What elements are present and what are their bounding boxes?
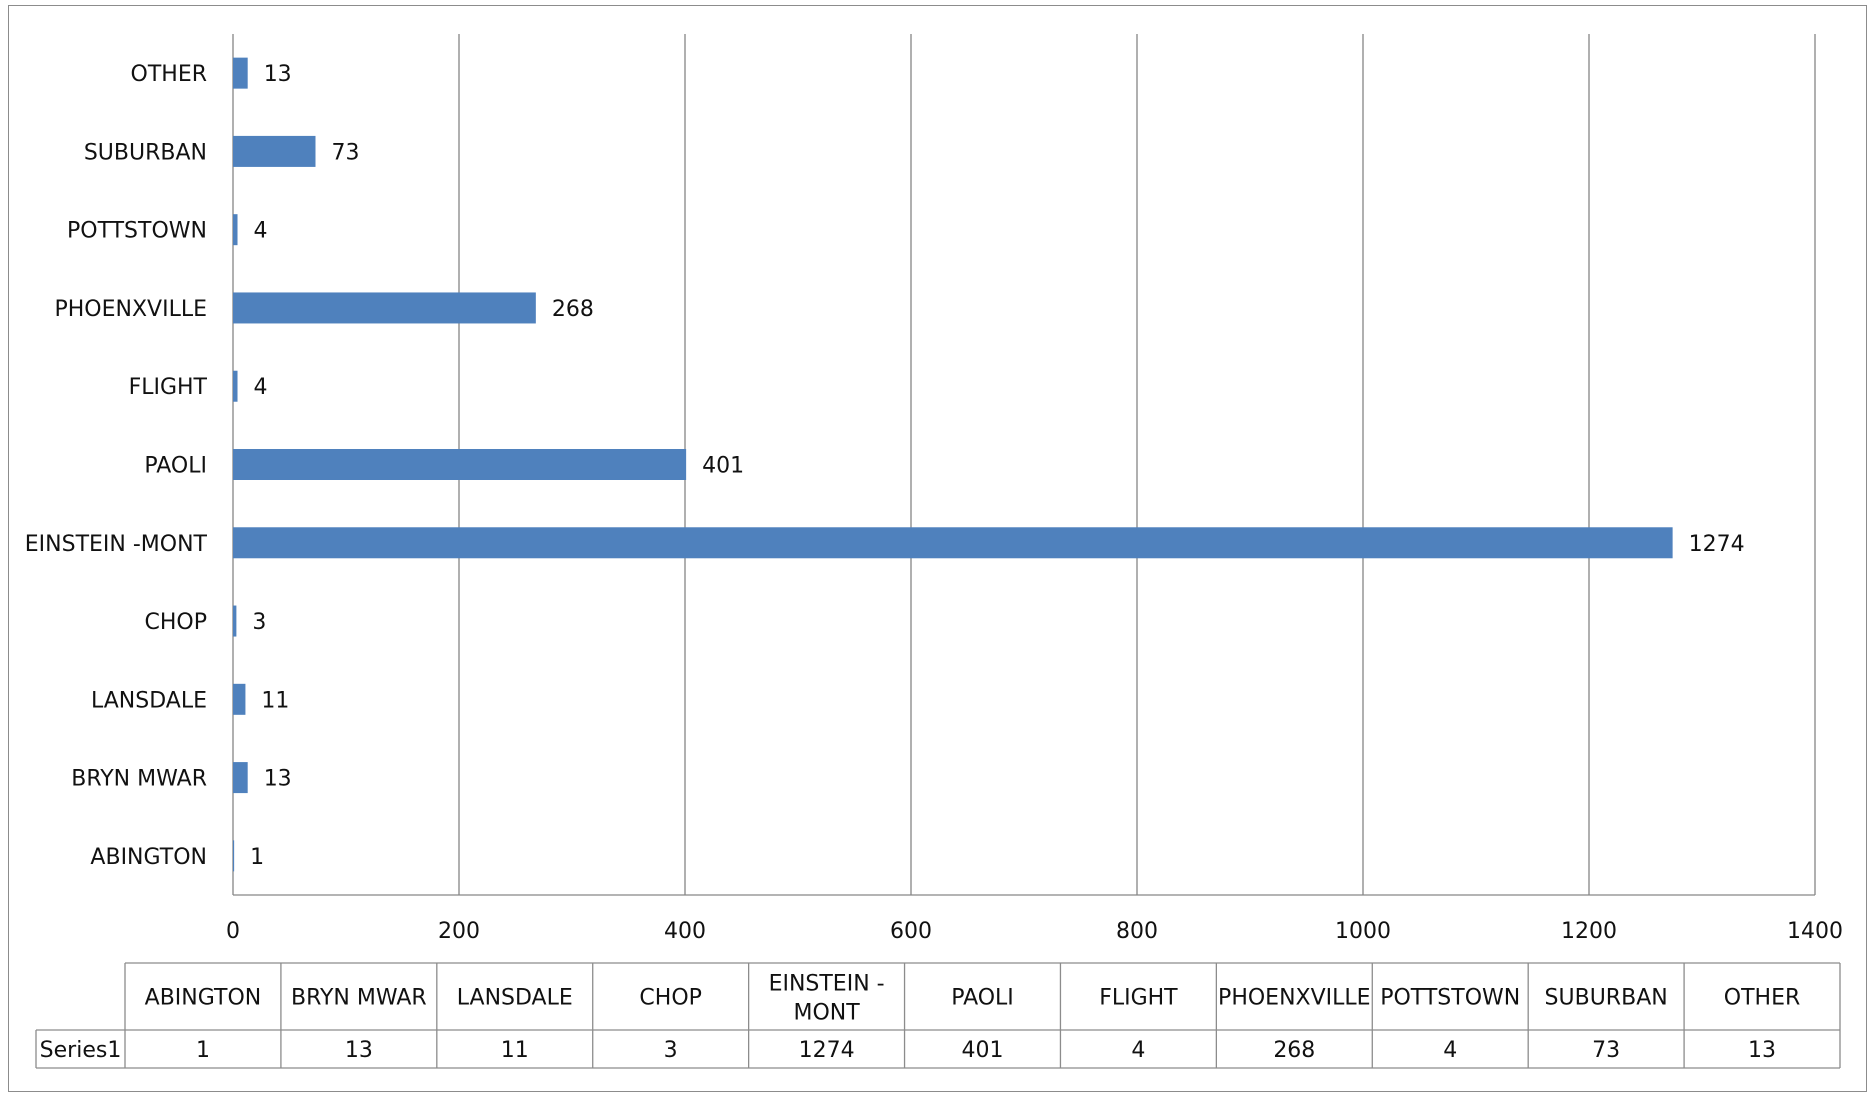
- category-label: PHOENXVILLE: [54, 297, 207, 322]
- data-label: 401: [702, 454, 744, 479]
- bars: [233, 57, 1673, 872]
- category-label: EINSTEIN -MONT: [25, 532, 208, 557]
- table-header-cell: OTHER: [1724, 986, 1800, 1011]
- table-header-cell: SUBURBAN: [1545, 986, 1668, 1011]
- table-header-cell: PHOENXVILLE: [1218, 986, 1371, 1011]
- table-header-cell: ABINGTON: [145, 986, 262, 1011]
- table-header-cell: EINSTEIN -MONT: [769, 972, 885, 1026]
- data-label: 4: [254, 375, 268, 400]
- bar: [233, 370, 238, 402]
- x-tick-label: 1400: [1787, 919, 1843, 944]
- table-value-cell: 13: [1748, 1038, 1776, 1063]
- bar: [233, 57, 248, 89]
- data-label: 73: [331, 140, 359, 165]
- x-tick-label: 1000: [1335, 919, 1391, 944]
- table-series-name: Series1: [40, 1038, 122, 1063]
- bar: [233, 840, 235, 872]
- category-label: PAOLI: [144, 454, 207, 479]
- data-label: 4: [254, 219, 268, 244]
- gridlines: [458, 34, 1816, 895]
- category-label: FLIGHT: [129, 375, 208, 400]
- data-label: 268: [552, 297, 594, 322]
- category-label: POTTSTOWN: [67, 219, 207, 244]
- data-label: 1: [250, 845, 264, 870]
- x-tick-label: 800: [1116, 919, 1158, 944]
- table-value-cell: 13: [345, 1038, 373, 1063]
- table-header-cell: CHOP: [639, 986, 702, 1011]
- category-label: ABINGTON: [90, 845, 207, 870]
- data-label: 3: [252, 610, 266, 635]
- table-value-cell: 1: [196, 1038, 210, 1063]
- data-label: 1274: [1689, 532, 1745, 557]
- table-header-cell: POTTSTOWN: [1380, 986, 1520, 1011]
- table-value-cell: 4: [1443, 1038, 1457, 1063]
- table-value-cell: 73: [1592, 1038, 1620, 1063]
- category-label: BRYN MWAR: [71, 767, 207, 792]
- category-label: CHOP: [145, 610, 208, 635]
- table-header-cell: LANSDALE: [457, 986, 573, 1011]
- x-tick-label: 200: [438, 919, 480, 944]
- table-value-cell: 268: [1273, 1038, 1315, 1063]
- table-value-cell: 3: [664, 1038, 678, 1063]
- table-header-cell: FLIGHT: [1099, 986, 1178, 1011]
- data-label: 11: [261, 688, 289, 713]
- x-tick-label: 600: [890, 919, 932, 944]
- bar: [233, 292, 536, 324]
- category-labels: ABINGTON BRYN MWAR LANSDALE CHOP EINSTEIN -M…: [25, 62, 208, 870]
- data-table: Series1 ABINGTON 1 BRYN MWAR 13 LANSDALE 11 CHO…: [35, 962, 1841, 1069]
- bar: [233, 449, 687, 480]
- data-label: 13: [264, 62, 292, 87]
- x-tick-label: 1200: [1561, 919, 1617, 944]
- bar: [233, 605, 237, 637]
- bar: [233, 214, 238, 246]
- x-tick-labels: 0 200 400 600 800 1000 1200 1400: [226, 919, 1843, 944]
- data-label: 13: [264, 767, 292, 792]
- bar: [233, 683, 246, 715]
- table-header-cell: BRYN MWAR: [291, 986, 427, 1011]
- x-tick-label: 400: [664, 919, 706, 944]
- bar: [233, 135, 316, 167]
- table-value-cell: 4: [1131, 1038, 1145, 1063]
- table-header-cell: PAOLI: [951, 986, 1014, 1011]
- category-label: SUBURBAN: [84, 140, 207, 165]
- bar: [233, 527, 1673, 559]
- category-label: OTHER: [131, 62, 207, 87]
- table-value-cell: 11: [501, 1038, 529, 1063]
- bar: [233, 762, 248, 794]
- table-value-cell: 1274: [799, 1038, 855, 1063]
- category-label: LANSDALE: [91, 688, 207, 713]
- table-value-cell: 401: [962, 1038, 1004, 1063]
- x-tick-label: 0: [226, 919, 240, 944]
